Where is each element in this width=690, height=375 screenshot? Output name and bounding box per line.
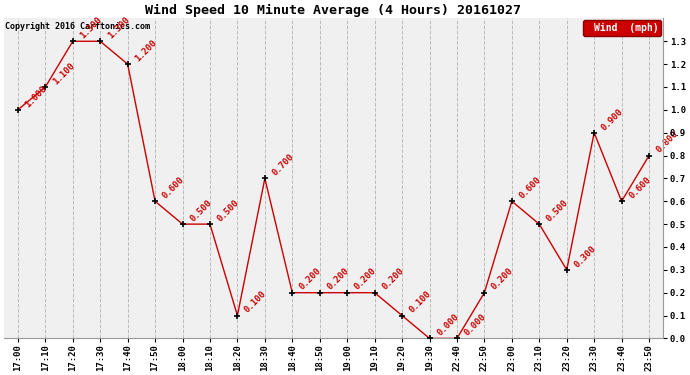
Text: Copyright 2016 Carftonics.com: Copyright 2016 Carftonics.com [6,22,150,31]
Text: 0.200: 0.200 [298,267,323,292]
Legend: Wind  (mph): Wind (mph) [583,20,661,36]
Text: 0.600: 0.600 [518,175,543,201]
Text: 0.000: 0.000 [462,312,488,338]
Text: 0.200: 0.200 [380,267,406,292]
Text: 0.000: 0.000 [435,312,460,338]
Text: 0.200: 0.200 [490,267,515,292]
Text: 1.200: 1.200 [133,38,159,63]
Text: 0.600: 0.600 [161,175,186,201]
Text: 0.100: 0.100 [408,290,433,315]
Text: 0.200: 0.200 [325,267,351,292]
Text: 1.100: 1.100 [51,61,77,86]
Text: 0.200: 0.200 [353,267,378,292]
Text: 0.700: 0.700 [270,152,296,178]
Text: 0.500: 0.500 [545,198,570,223]
Text: 1.300: 1.300 [106,15,131,40]
Text: 0.100: 0.100 [243,290,268,315]
Text: 0.600: 0.600 [627,175,653,201]
Text: 1.300: 1.300 [79,15,103,40]
Text: 1.000: 1.000 [23,84,49,109]
Text: 0.800: 0.800 [655,129,680,155]
Title: Wind Speed 10 Minute Average (4 Hours) 20161027: Wind Speed 10 Minute Average (4 Hours) 2… [146,4,522,17]
Text: 0.500: 0.500 [188,198,213,223]
Text: 0.500: 0.500 [215,198,241,223]
Text: 0.300: 0.300 [572,244,598,269]
Text: 0.900: 0.900 [600,106,625,132]
